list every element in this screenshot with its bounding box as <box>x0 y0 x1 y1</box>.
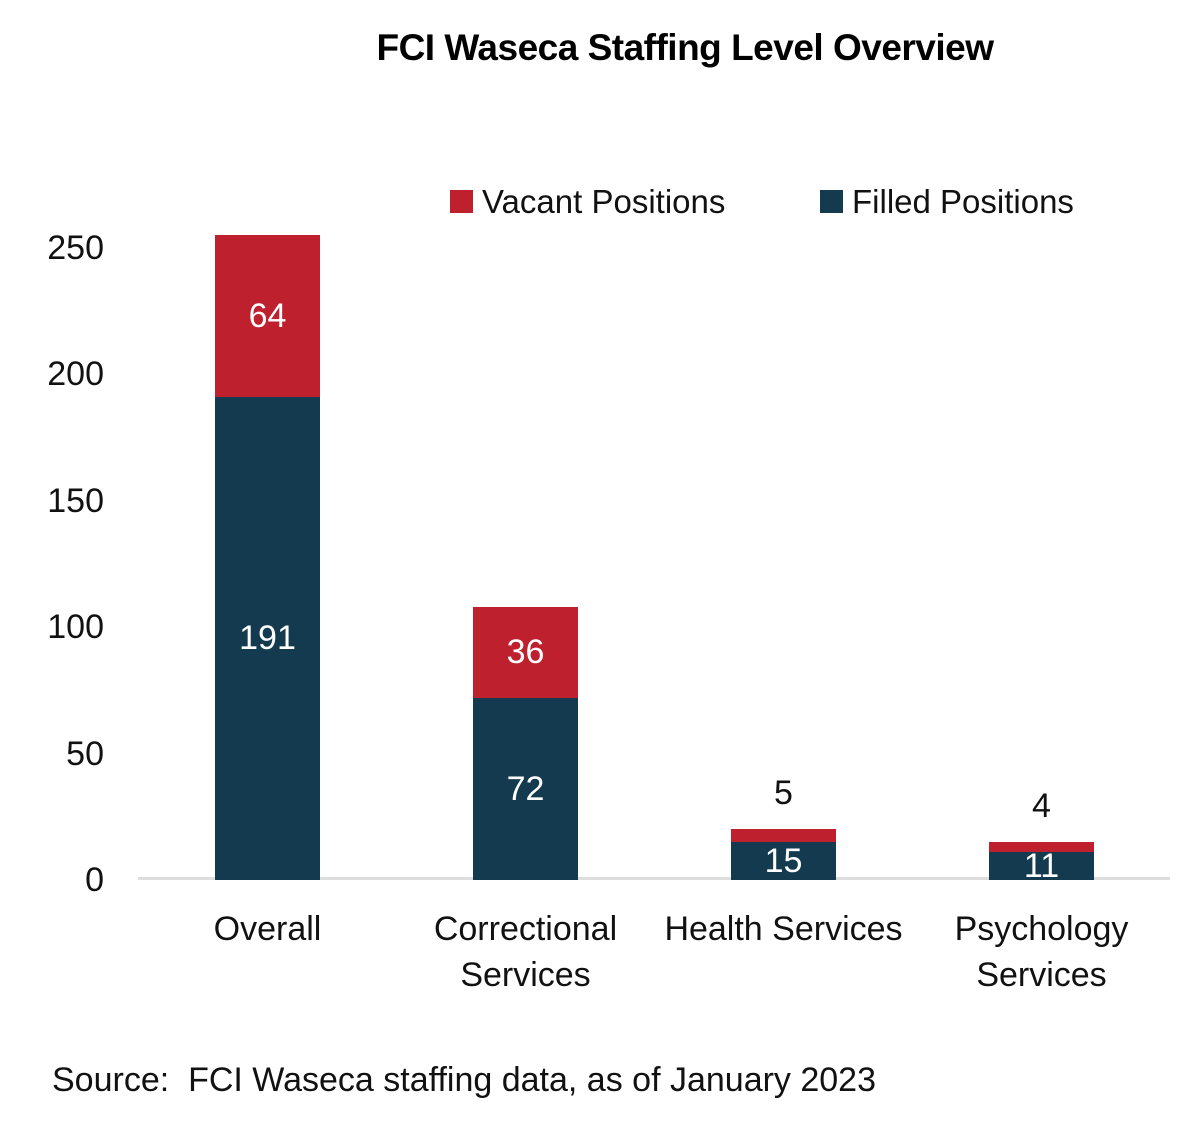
filled-segment: 72 <box>473 697 578 880</box>
legend-item-filled: Filled Positions <box>820 182 1074 220</box>
segment-value-label: 64 <box>248 296 287 335</box>
x-axis-line <box>138 877 1170 880</box>
y-axis-tick-label: 100 <box>47 608 104 646</box>
y-axis-tick-label: 150 <box>47 481 104 520</box>
vacant-swatch-icon <box>450 189 473 213</box>
segment-value-label: 36 <box>506 633 545 672</box>
segment-value-label-above: 5 <box>774 774 793 813</box>
filled-segment: 15 <box>731 842 836 880</box>
y-axis-tick-label: 200 <box>47 355 104 393</box>
chart-title: FCI Waseca Staffing Level Overview <box>376 27 994 68</box>
vacant-segment: 64 <box>215 234 320 397</box>
x-axis-category-label: Psychology Services <box>954 910 1129 994</box>
segment-value-label: 15 <box>764 842 803 881</box>
x-axis-category-label: Correctional Services <box>433 910 618 994</box>
vacant-segment: 36 <box>473 606 578 698</box>
y-axis-tick-label: 250 <box>47 228 104 267</box>
y-axis-tick-label: 50 <box>66 734 104 773</box>
vacant-segment <box>989 842 1094 853</box>
x-axis-category-label: Health Services <box>664 910 903 948</box>
segment-value-label-above: 4 <box>1032 787 1051 826</box>
y-axis-tick-label: 0 <box>85 861 104 899</box>
filled-segment: 11 <box>989 847 1094 886</box>
legend-item-vacant: Vacant Positions <box>450 182 726 220</box>
segment-value-label: 191 <box>239 619 296 658</box>
source-note: Source: FCI Waseca staffing data, as of … <box>52 1061 877 1099</box>
filled-segment: 191 <box>215 396 320 880</box>
segment-value-label: 72 <box>506 769 545 808</box>
segment-value-label: 11 <box>1023 847 1060 886</box>
legend-label-filled: Filled Positions <box>852 182 1074 220</box>
filled-swatch-icon <box>820 189 843 213</box>
vacant-segment <box>731 829 836 843</box>
x-axis-category-label: Overall <box>213 910 322 948</box>
legend-label-vacant: Vacant Positions <box>482 182 726 220</box>
